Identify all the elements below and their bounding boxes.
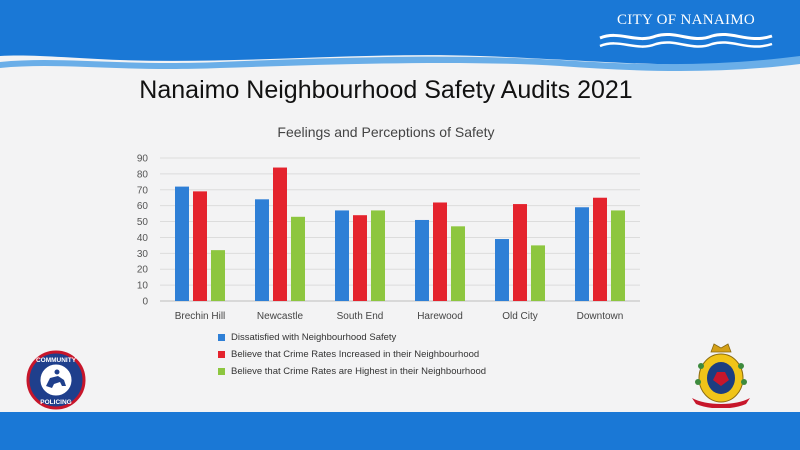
rcmp-crest-icon <box>692 343 750 408</box>
legend-label: Believe that Crime Rates Increased in th… <box>231 349 480 360</box>
bar <box>371 210 385 301</box>
y-tick-label: 80 <box>137 169 149 180</box>
bar <box>193 191 207 301</box>
chart-title: Feelings and Perceptions of Safety <box>277 124 495 140</box>
badge-bottom-text: POLICING <box>40 399 71 406</box>
bar <box>593 197 607 301</box>
logo-wave-icon <box>599 33 773 48</box>
y-tick-label: 50 <box>137 217 149 228</box>
bar-chart: 0 10 20 30 40 50 60 70 80 90 Brechin Hill Newcastle… <box>137 154 640 322</box>
community-policing-badge-icon: COMMUNITY POLICING <box>26 350 86 410</box>
legend-swatch-increased <box>218 351 225 358</box>
bar <box>211 250 225 301</box>
legend-item: Believe that Crime Rates are Highest in … <box>218 363 486 380</box>
legend-label: Believe that Crime Rates are Highest in … <box>231 366 487 377</box>
y-tick-label: 60 <box>137 201 149 212</box>
legend-item: Believe that Crime Rates Increased in th… <box>218 346 486 363</box>
bar <box>513 204 527 301</box>
legend-item: Dissatisfied with Neighbourhood Safety <box>218 329 486 346</box>
bar <box>611 210 625 301</box>
bar <box>575 207 589 301</box>
bar <box>433 202 447 301</box>
bar <box>273 167 287 301</box>
legend-swatch-dissatisfied <box>218 334 225 341</box>
badge-top-text: COMMUNITY <box>36 357 77 364</box>
y-tick-label: 90 <box>137 154 149 165</box>
bar <box>175 186 189 301</box>
bar <box>415 219 429 301</box>
x-tick-label: Newcastle <box>257 311 304 322</box>
bar <box>291 216 305 301</box>
bar <box>531 245 545 301</box>
y-tick-label: 20 <box>137 265 149 276</box>
legend-swatch-highest <box>218 368 225 375</box>
legend-label: Dissatisfied with Neighbourhood Safety <box>231 332 397 343</box>
header-wave-band <box>0 0 800 71</box>
city-of-nanaimo-logo: CITY OF NANAIMO <box>596 8 786 54</box>
x-tick-label: Downtown <box>577 311 624 322</box>
bar <box>255 199 269 301</box>
y-tick-label: 10 <box>137 281 149 292</box>
x-tick-label: Old City <box>502 311 538 322</box>
bar <box>335 210 349 301</box>
bar <box>353 215 367 301</box>
bar <box>495 239 509 301</box>
chart-legend: Dissatisfied with Neighbourhood Safety B… <box>218 329 486 380</box>
x-tick-label: South End <box>337 311 384 322</box>
x-tick-label: Harewood <box>417 311 463 322</box>
slide-title: Nanaimo Neighbourhood Safety Audits 2021 <box>139 76 633 104</box>
x-tick-label: Brechin Hill <box>175 311 226 322</box>
y-tick-label: 0 <box>142 297 148 308</box>
y-tick-label: 70 <box>137 185 149 196</box>
footer-band <box>0 412 800 450</box>
y-tick-label: 40 <box>137 233 149 244</box>
bar <box>451 226 465 301</box>
city-logo-text: CITY OF NANAIMO <box>616 12 756 28</box>
y-tick-label: 30 <box>137 249 149 260</box>
